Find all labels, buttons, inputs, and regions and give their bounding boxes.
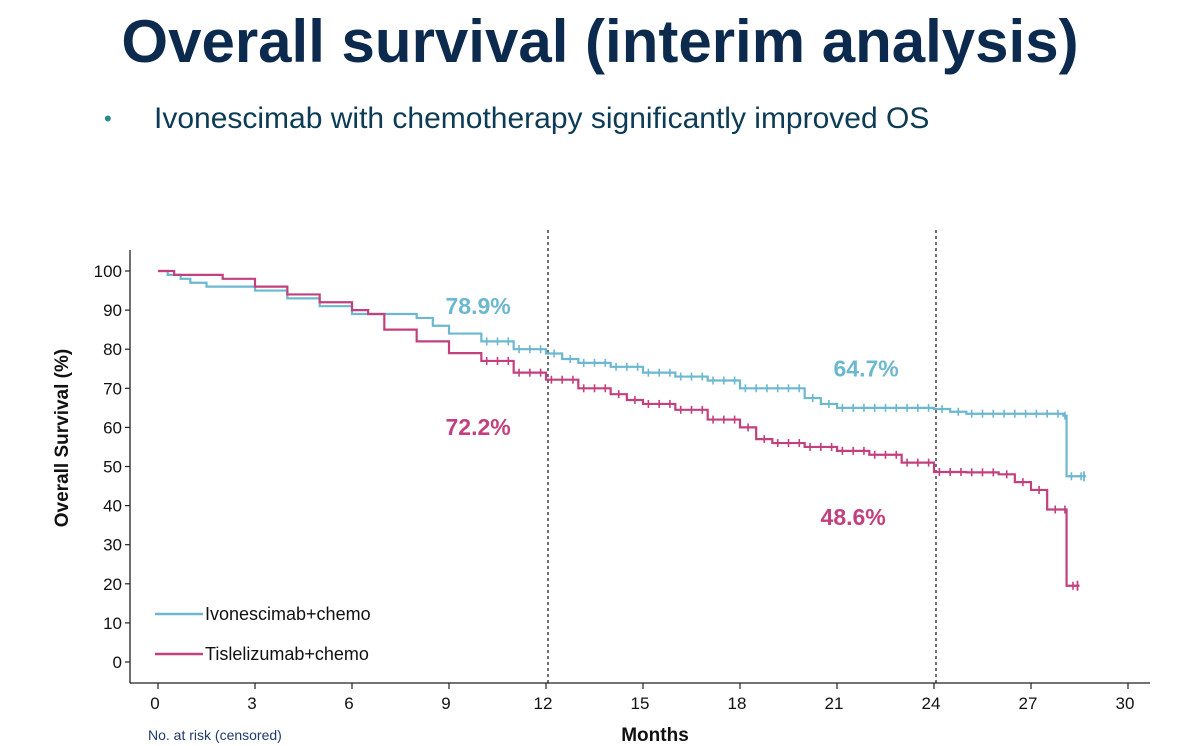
survival-annotation: 48.6% [821,504,886,530]
y-tick-label: 10 [103,614,122,633]
x-tick-label: 12 [534,694,553,713]
survival-annotation: 64.7% [833,356,898,382]
x-tick-label: 27 [1019,694,1038,713]
bullet-dot-icon: • [104,106,112,131]
x-tick-label: 9 [441,694,450,713]
y-axis-label: Overall Survival (%) [52,349,73,527]
x-tick-label: 6 [344,694,353,713]
y-tick-label: 60 [103,418,122,437]
survival-annotation: 72.2% [445,414,510,440]
series-line-tislelizumab [158,269,1080,587]
censor-marks-ivonescimab [485,337,1085,482]
y-tick-label: 70 [103,379,122,398]
risk-table-label: No. at risk (censored) [148,727,282,743]
bullet-text: Ivonescimab with chemotherapy significan… [154,102,930,135]
y-tick-label: 50 [103,458,122,477]
x-tick-label: 21 [825,694,844,713]
y-tick-label: 20 [103,575,122,594]
y-tick-label: 40 [103,497,122,516]
survival-annotation: 78.9% [445,293,510,319]
y-tick-label: 100 [94,262,122,281]
x-tick-label: 30 [1116,694,1135,713]
series-line-ivonescimab [158,269,1086,478]
bullet-point: • Ivonescimab with chemotherapy signific… [104,102,929,136]
legend-label: Ivonescimab+chemo [205,604,371,624]
censor-marks-tislelizumab [485,356,1079,591]
y-tick-label: 30 [103,536,122,555]
x-tick-label: 3 [247,694,256,713]
x-tick-label: 24 [922,694,941,713]
legend-label: Tislelizumab+chemo [205,644,369,664]
x-tick-label: 18 [728,694,747,713]
y-tick-label: 80 [103,340,122,359]
x-tick-label: 0 [150,694,159,713]
slide-title: Overall survival (interim analysis) [121,8,1079,75]
x-axis-label: Months [621,725,689,746]
y-tick-label: 90 [103,301,122,320]
x-tick-label: 15 [631,694,650,713]
y-tick-label: 0 [113,653,122,672]
